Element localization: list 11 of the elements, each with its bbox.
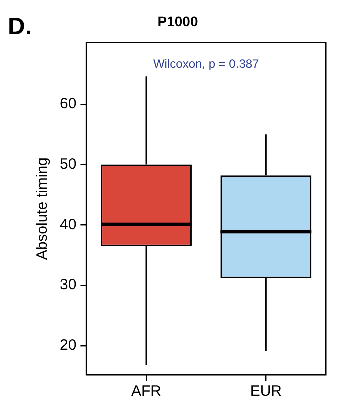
x-tick-label: EUR: [250, 383, 282, 400]
annotation: Wilcoxon, p = 0.387: [153, 57, 260, 72]
text: D.: [8, 14, 32, 41]
y-tick-label: 30: [60, 276, 77, 294]
y-tick-label: 40: [60, 216, 77, 234]
y-tick-label: 50: [60, 156, 77, 173]
y-tick-label: 60: [60, 96, 77, 113]
x-tick-label: AFR: [132, 383, 162, 400]
chart-title: P1000: [158, 13, 198, 30]
y-axis-title: Absolute timing: [34, 158, 52, 260]
y-tick-label: 20: [60, 337, 77, 354]
